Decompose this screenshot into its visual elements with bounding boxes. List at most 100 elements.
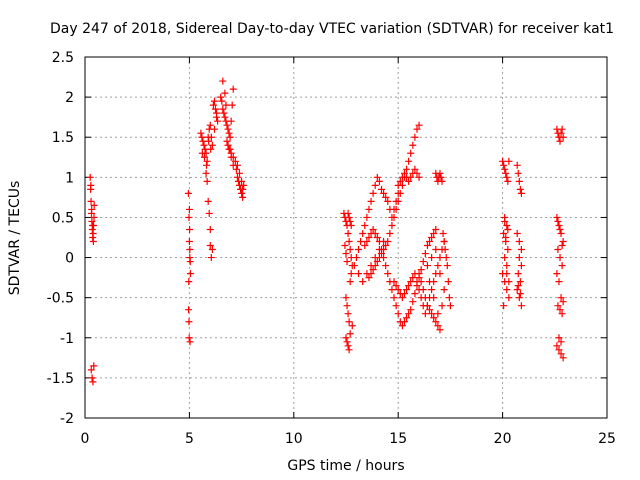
data-point bbox=[440, 286, 448, 294]
data-point bbox=[407, 173, 415, 181]
data-point bbox=[421, 250, 429, 258]
data-point bbox=[345, 318, 353, 326]
data-point bbox=[405, 157, 413, 165]
data-point bbox=[203, 177, 211, 185]
data-point bbox=[342, 250, 350, 258]
data-point bbox=[503, 262, 511, 270]
data-point bbox=[396, 177, 404, 185]
data-point bbox=[86, 173, 94, 181]
data-point bbox=[502, 234, 510, 241]
data-point bbox=[373, 258, 381, 266]
data-point bbox=[223, 137, 231, 145]
data-point bbox=[361, 242, 369, 250]
data-point bbox=[359, 278, 367, 286]
data-point bbox=[411, 133, 419, 141]
data-point bbox=[197, 129, 205, 137]
data-point bbox=[347, 221, 355, 229]
data-points bbox=[86, 77, 567, 386]
x-tick-label: 0 bbox=[81, 431, 90, 447]
data-point bbox=[423, 262, 431, 270]
data-point bbox=[208, 141, 216, 149]
data-point bbox=[394, 197, 402, 205]
data-point bbox=[432, 318, 440, 326]
data-point bbox=[90, 362, 98, 370]
data-point bbox=[413, 169, 421, 177]
data-point bbox=[423, 302, 431, 310]
data-point bbox=[515, 294, 523, 302]
data-point bbox=[206, 121, 214, 129]
data-point bbox=[206, 225, 214, 233]
data-point bbox=[398, 294, 406, 302]
x-tick-label: 20 bbox=[494, 431, 512, 447]
data-point bbox=[423, 242, 431, 250]
data-point bbox=[87, 366, 95, 374]
data-point bbox=[439, 229, 447, 237]
data-point bbox=[342, 334, 350, 342]
data-point bbox=[557, 294, 565, 302]
data-point bbox=[207, 254, 215, 262]
data-point bbox=[350, 262, 358, 270]
data-point bbox=[500, 302, 508, 310]
data-point bbox=[407, 278, 415, 286]
data-point bbox=[501, 217, 509, 225]
data-point bbox=[342, 294, 350, 302]
chart-title: Day 247 of 2018, Sidereal Day-to-day VTE… bbox=[50, 21, 614, 37]
data-point bbox=[516, 185, 524, 193]
data-point bbox=[218, 97, 226, 105]
data-point bbox=[556, 137, 564, 145]
data-point bbox=[500, 229, 508, 237]
data-point bbox=[419, 286, 427, 294]
data-point bbox=[515, 238, 523, 246]
data-point bbox=[434, 310, 442, 318]
data-point bbox=[361, 221, 369, 229]
data-point bbox=[375, 238, 383, 246]
data-point bbox=[398, 322, 406, 330]
data-point bbox=[186, 258, 194, 266]
data-point bbox=[363, 213, 371, 221]
data-point bbox=[369, 189, 377, 197]
data-point bbox=[89, 238, 97, 246]
data-point bbox=[87, 181, 95, 189]
data-point bbox=[403, 314, 411, 322]
data-point bbox=[203, 161, 211, 169]
data-point bbox=[236, 169, 244, 177]
data-point bbox=[348, 322, 356, 330]
data-point bbox=[405, 282, 413, 290]
y-tick-label: 1 bbox=[65, 170, 74, 186]
data-point bbox=[446, 302, 454, 310]
data-point bbox=[513, 286, 521, 294]
data-point bbox=[436, 169, 444, 177]
data-point bbox=[499, 157, 507, 165]
data-point bbox=[555, 334, 563, 342]
data-point bbox=[440, 238, 448, 246]
data-point bbox=[344, 310, 352, 318]
data-point bbox=[409, 274, 417, 282]
x-axis-label: GPS time / hours bbox=[287, 458, 404, 474]
data-point bbox=[517, 262, 525, 270]
data-point bbox=[400, 290, 408, 298]
data-point bbox=[390, 213, 398, 221]
data-point bbox=[426, 278, 434, 286]
data-point bbox=[219, 105, 227, 113]
data-point bbox=[233, 161, 241, 169]
data-point bbox=[421, 294, 429, 302]
data-point bbox=[87, 197, 95, 205]
y-tick-label: 2 bbox=[65, 90, 74, 106]
data-point bbox=[554, 246, 562, 254]
data-point bbox=[377, 246, 385, 254]
data-point bbox=[556, 225, 564, 233]
y-tick-label: 2.5 bbox=[52, 50, 74, 66]
data-point bbox=[343, 302, 351, 310]
data-point bbox=[210, 97, 218, 105]
data-point bbox=[352, 254, 360, 262]
data-point bbox=[382, 262, 390, 270]
data-point bbox=[384, 270, 392, 278]
data-point bbox=[186, 338, 194, 346]
data-point bbox=[514, 270, 522, 278]
data-point bbox=[392, 302, 400, 310]
data-point bbox=[388, 286, 396, 294]
data-point bbox=[553, 270, 561, 278]
data-point bbox=[394, 181, 402, 189]
data-point bbox=[553, 213, 561, 221]
data-point bbox=[219, 77, 227, 85]
